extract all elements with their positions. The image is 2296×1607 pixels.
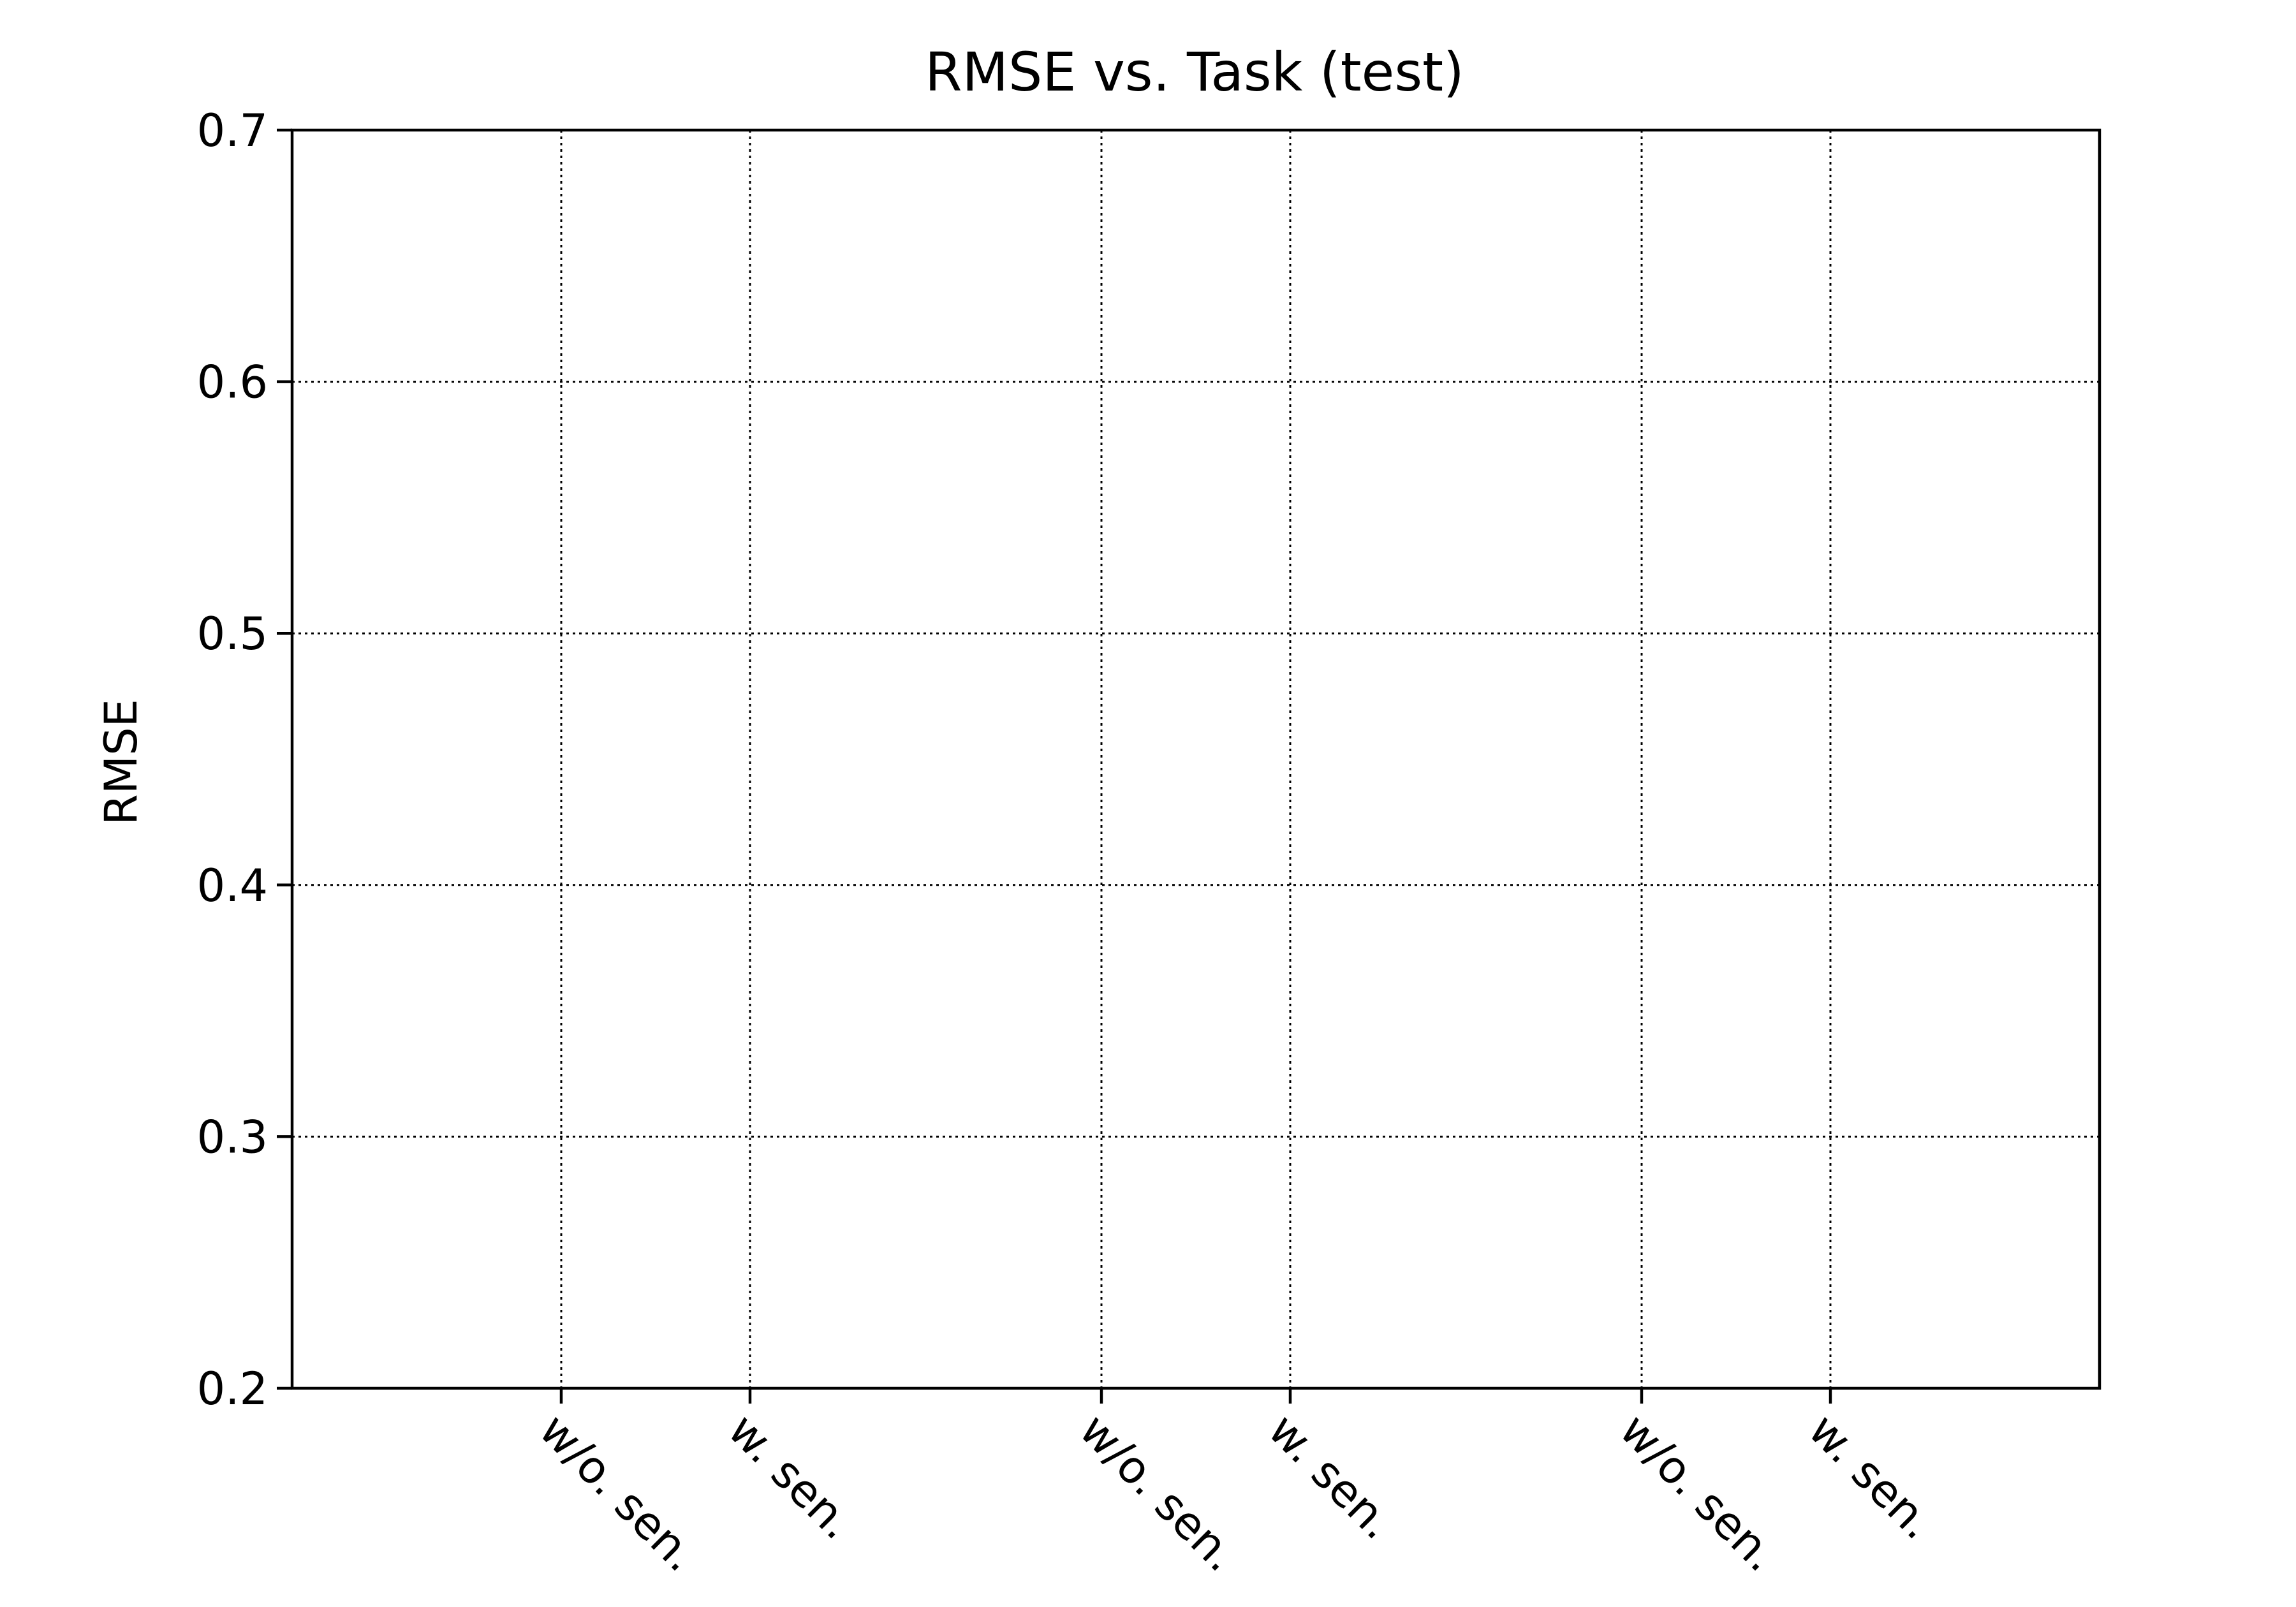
chart-title: RMSE vs. Task (test) bbox=[925, 41, 1464, 103]
plot-frame bbox=[290, 128, 2101, 1390]
y-tick-label: 0.3 bbox=[197, 1111, 268, 1163]
y-axis-label: RMSE bbox=[95, 699, 147, 825]
y-tick-label: 0.2 bbox=[197, 1363, 268, 1415]
y-tick-label: 0.7 bbox=[197, 105, 268, 157]
y-axis-ticks: 0.2 0.3 0.4 0.5 0.6 0.7 bbox=[197, 105, 292, 1415]
grid-lines bbox=[292, 130, 2100, 1388]
y-tick-label: 0.4 bbox=[197, 860, 268, 912]
y-tick-label: 0.6 bbox=[197, 356, 268, 409]
y-tick-label: 0.5 bbox=[197, 608, 268, 660]
